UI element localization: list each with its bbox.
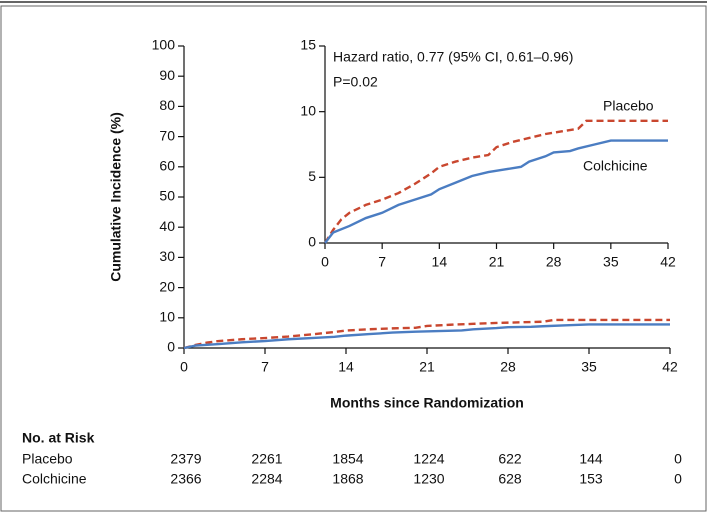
y-tick-label: 0 bbox=[308, 234, 316, 250]
x-tick-label: 14 bbox=[432, 254, 448, 270]
risk-value: 622 bbox=[498, 451, 522, 467]
risk-value: 2379 bbox=[170, 451, 201, 467]
series-line bbox=[324, 139, 668, 244]
risk-value: 1868 bbox=[332, 471, 363, 487]
x-tick-label: 21 bbox=[419, 359, 435, 375]
x-tick-label: 7 bbox=[378, 254, 386, 270]
y-tick-label: 40 bbox=[159, 218, 175, 234]
y-tick-label: 80 bbox=[159, 97, 175, 113]
series-line bbox=[323, 119, 668, 244]
y-tick-label: 0 bbox=[167, 339, 175, 355]
x-tick-label: 14 bbox=[338, 359, 354, 375]
y-tick-label: 100 bbox=[152, 37, 176, 53]
annotation: Hazard ratio, 0.77 (95% CI, 0.61–0.96) bbox=[333, 49, 573, 65]
x-tick-label: 7 bbox=[261, 359, 269, 375]
x-tick-label: 42 bbox=[660, 254, 676, 270]
y-tick-label: 70 bbox=[159, 127, 175, 143]
x-tick-label: 35 bbox=[581, 359, 597, 375]
risk-value: 2366 bbox=[170, 471, 201, 487]
y-tick-label: 10 bbox=[300, 102, 316, 118]
risk-value: 0 bbox=[674, 471, 682, 487]
frame bbox=[0, 5, 707, 512]
risk-value: 1230 bbox=[413, 471, 444, 487]
x-tick-label: 21 bbox=[489, 254, 505, 270]
y-tick-label: 30 bbox=[159, 248, 175, 264]
x-tick-label: 42 bbox=[662, 359, 678, 375]
x-tick-label: 35 bbox=[603, 254, 619, 270]
risk-value: 1854 bbox=[332, 451, 363, 467]
risk-value: 153 bbox=[579, 471, 603, 487]
y-tick-label: 20 bbox=[159, 278, 175, 294]
risk-value: 144 bbox=[579, 451, 603, 467]
y-tick-label: 50 bbox=[159, 188, 175, 204]
series-label: Colchicine bbox=[583, 158, 648, 174]
risk-table-title: No. at Risk bbox=[22, 430, 95, 446]
y-tick-label: 60 bbox=[159, 158, 175, 174]
y-tick-label: 5 bbox=[308, 168, 316, 184]
risk-value: 628 bbox=[498, 471, 522, 487]
risk-value: 2261 bbox=[251, 451, 282, 467]
risk-value: 0 bbox=[674, 451, 682, 467]
x-tick-label: 28 bbox=[546, 254, 562, 270]
x-tick-label: 0 bbox=[180, 359, 188, 375]
risk-value: 1224 bbox=[413, 451, 444, 467]
series-label: Placebo bbox=[603, 98, 654, 114]
annotation: P=0.02 bbox=[333, 74, 378, 90]
x-tick-label: 28 bbox=[500, 359, 516, 375]
risk-value: 2284 bbox=[251, 471, 282, 487]
y-tick-label: 10 bbox=[159, 309, 175, 325]
risk-row-name: Colchicine bbox=[22, 471, 87, 487]
x-tick-label: 0 bbox=[321, 254, 329, 270]
x-axis-label: Months since Randomization bbox=[330, 395, 524, 411]
y-tick-label: 90 bbox=[159, 67, 175, 83]
y-tick-label: 15 bbox=[300, 37, 316, 53]
risk-row-name: Placebo bbox=[22, 451, 73, 467]
y-axis-label: Cumulative Incidence (%) bbox=[108, 112, 124, 282]
series-line bbox=[183, 323, 670, 350]
